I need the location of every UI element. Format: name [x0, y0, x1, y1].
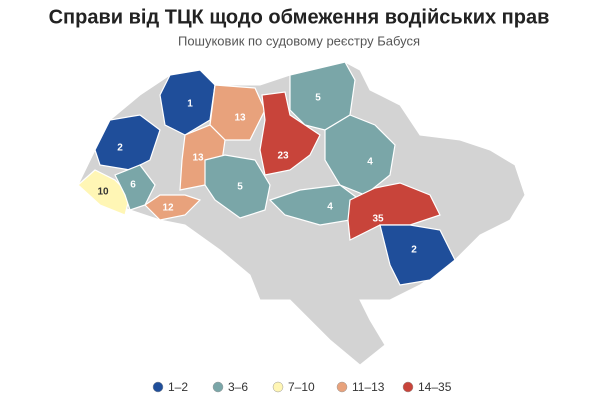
legend-swatch: [212, 381, 224, 393]
region: [94, 114, 161, 171]
region: [159, 69, 216, 136]
legend: 1–2 3–6 7–10 11–13 14–35: [152, 380, 452, 394]
region-value: 6: [130, 180, 136, 191]
legend-label: 7–10: [288, 380, 315, 394]
region-value: 23: [277, 151, 289, 162]
legend-label: 3–6: [228, 380, 248, 394]
legend-label: 14–35: [418, 380, 452, 394]
legend-label: 11–13: [352, 380, 385, 394]
region-value: 10: [97, 187, 109, 198]
region-value: 2: [117, 143, 123, 154]
region-value: 13: [234, 113, 246, 124]
subtitle: Пошуковик по судовому реєстру Бабуся: [178, 33, 420, 48]
region-value: 1: [187, 99, 193, 110]
region-value: 2: [411, 245, 417, 256]
title: Справи від ТЦК щодо обмеження водійських…: [49, 6, 550, 28]
region-value: 12: [162, 203, 174, 214]
region-value: 4: [367, 157, 373, 168]
region: [379, 224, 456, 286]
region: [324, 114, 396, 196]
region: [144, 194, 202, 221]
region-value: 35: [372, 214, 384, 225]
region-value: 5: [237, 182, 243, 193]
region-value: 13: [192, 153, 204, 164]
region: [204, 154, 271, 219]
region: [347, 182, 441, 241]
region: [259, 91, 321, 176]
legend-swatch: [152, 381, 164, 393]
legend-swatch: [402, 381, 414, 393]
legend-swatch: [336, 381, 348, 393]
region-value: 4: [327, 202, 333, 213]
legend-swatch: [272, 381, 284, 393]
legend-label: 1–2: [168, 380, 188, 394]
region-value: 5: [315, 93, 321, 104]
